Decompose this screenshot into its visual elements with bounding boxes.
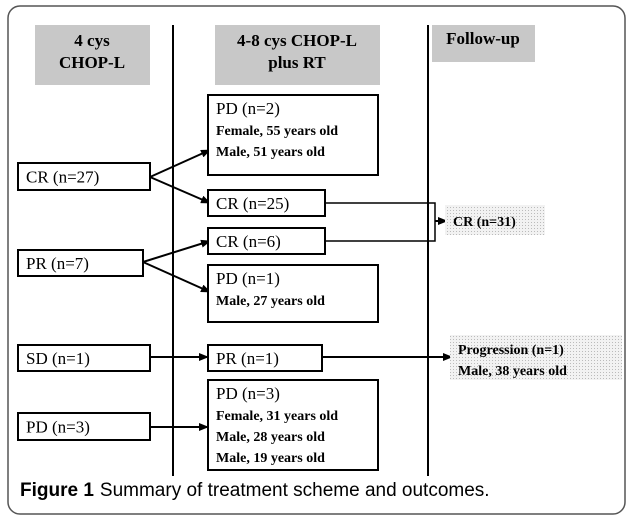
node-text: PR (n=7) <box>26 254 89 273</box>
node-text: CR (n=31) <box>453 215 516 230</box>
node-text: Progression (n=1) <box>458 343 564 358</box>
node-text: PD (n=2) <box>216 99 280 118</box>
node-text: PD (n=1) <box>216 269 280 288</box>
node-text: Male, 19 years old <box>216 451 325 466</box>
frame <box>7 5 626 515</box>
column-header: plus RT <box>268 53 326 72</box>
node-text: PD (n=3) <box>26 418 90 437</box>
node-text: PD (n=3) <box>216 384 280 403</box>
caption: Figure 1 Summary of treatment scheme and … <box>20 480 490 501</box>
node-text: PR (n=1) <box>216 349 279 368</box>
node-box <box>17 344 151 372</box>
header-box <box>35 25 150 85</box>
node-text: Female, 55 years old <box>216 124 338 139</box>
column-header: 4 cys <box>74 31 110 50</box>
node-box <box>207 264 379 323</box>
arrows <box>142 149 453 431</box>
caption-text: Summary of treatment scheme and outcomes… <box>100 480 490 501</box>
node-box <box>17 249 144 277</box>
node-box <box>207 344 323 372</box>
node-text: CR (n=27) <box>26 168 99 187</box>
header-box <box>432 25 535 62</box>
column-header: 4-8 cys CHOP-L <box>237 31 357 50</box>
node-text: Male, 51 years old <box>216 145 325 160</box>
column-header: Follow-up <box>446 29 520 48</box>
node-box <box>450 335 622 380</box>
node-box <box>445 205 545 235</box>
node-box <box>207 94 379 176</box>
caption-label: Figure 1 <box>20 480 94 501</box>
node-text: Male, 27 years old <box>216 294 325 309</box>
node-box <box>17 412 151 441</box>
node-text: CR (n=6) <box>216 232 281 251</box>
node-box <box>17 162 151 191</box>
node-box <box>207 189 326 217</box>
node-text: CR (n=25) <box>216 194 289 213</box>
node-text: SD (n=1) <box>26 349 90 368</box>
column-header: CHOP-L <box>59 53 125 72</box>
header-box <box>215 25 380 85</box>
node-text: Male, 38 years old <box>458 364 567 379</box>
node-text: Male, 28 years old <box>216 430 325 445</box>
node-text: Female, 31 years old <box>216 409 338 424</box>
node-box <box>207 379 379 471</box>
node-box <box>207 227 326 255</box>
